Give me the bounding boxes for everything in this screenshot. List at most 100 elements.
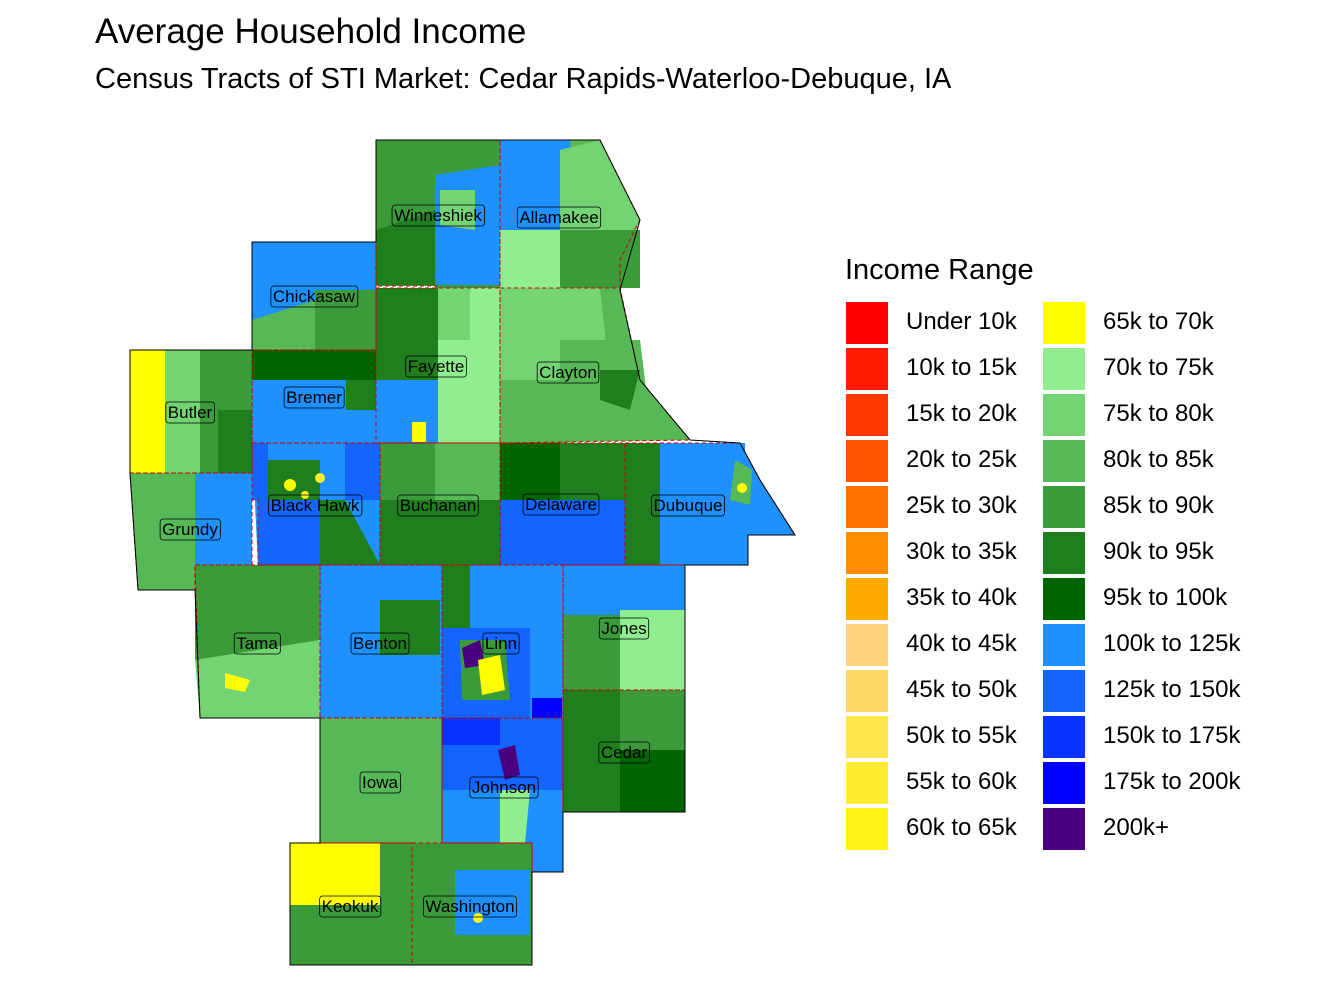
legend-swatch <box>846 394 888 436</box>
map-title: Average Household Income <box>95 12 527 51</box>
legend-label: 90k to 95k <box>1103 538 1214 565</box>
county-label-chickasaw: Chickasaw <box>270 285 359 308</box>
county-label-text: Allamakee <box>519 208 598 227</box>
county-label-box <box>165 401 215 424</box>
county-border-bremer <box>251 349 377 444</box>
legend-label: 70k to 75k <box>1103 354 1214 381</box>
county-label-text: Fayette <box>408 357 465 376</box>
legend-label: 45k to 50k <box>906 676 1017 703</box>
county-label-grundy: Grundy <box>159 518 221 541</box>
legend-item: 55k to 60k <box>845 760 1085 806</box>
county-label-clayton: Clayton <box>536 361 600 384</box>
legend-swatch <box>846 716 888 758</box>
legend-item: Under 10k <box>845 300 1085 346</box>
county-label-box <box>268 494 363 517</box>
market-outline <box>129 139 796 966</box>
county-label-text: Jones <box>601 619 646 638</box>
legend-label: 200k+ <box>1103 814 1170 841</box>
legend-swatch <box>1043 302 1085 344</box>
legend-label: 35k to 40k <box>906 584 1017 611</box>
legend-swatch <box>846 624 888 666</box>
legend-label: 80k to 85k <box>1103 446 1214 473</box>
legend-label: 175k to 200k <box>1103 768 1241 795</box>
county-label-jones: Jones <box>598 617 650 640</box>
legend-swatch <box>846 486 888 528</box>
legend-swatch <box>1043 762 1085 804</box>
county-label-linn: Linn <box>482 632 520 655</box>
county-label-text: Bremer <box>286 388 342 407</box>
county-label-benton: Benton <box>350 632 410 655</box>
legend-item: 65k to 70k <box>1042 300 1282 346</box>
county-label-text: Chickasaw <box>273 287 356 306</box>
legend-swatch <box>846 348 888 390</box>
county-label-delaware: Delaware <box>522 493 600 516</box>
county-label-box <box>159 518 221 541</box>
legend-item: 100k to 125k <box>1042 622 1282 668</box>
legend-label: 150k to 175k <box>1103 722 1241 749</box>
map-subtitle: Census Tracts of STI Market: Cedar Rapid… <box>95 63 952 95</box>
county-border-johnson <box>441 717 564 873</box>
legend-item: 50k to 55k <box>845 714 1085 760</box>
county-label-text: Johnson <box>472 778 536 797</box>
county-label-box <box>397 494 479 517</box>
legend-item: 10k to 15k <box>845 346 1085 392</box>
legend-swatch <box>1043 348 1085 390</box>
county-label-box <box>598 741 650 764</box>
county-label-cedar: Cedar <box>598 741 650 764</box>
county-label-fayette: Fayette <box>405 355 467 378</box>
legend-item: 175k to 200k <box>1042 760 1282 806</box>
county-label-text: Clayton <box>539 363 597 382</box>
county-label-text: Cedar <box>601 743 648 762</box>
legend-swatch <box>846 808 888 850</box>
legend-label: 100k to 125k <box>1103 630 1241 657</box>
legend-label: 40k to 45k <box>906 630 1017 657</box>
county-label-text: Dubuque <box>653 496 722 515</box>
legend-swatch <box>1043 670 1085 712</box>
legend-item: 25k to 30k <box>845 484 1085 530</box>
county-label-box <box>536 361 600 384</box>
legend-label: 30k to 35k <box>906 538 1017 565</box>
legend-label: 55k to 60k <box>906 768 1017 795</box>
legend-swatch <box>1043 532 1085 574</box>
county-label-allamakee: Allamakee <box>516 206 602 229</box>
legend-swatch <box>1043 624 1085 666</box>
legend-label: Under 10k <box>906 308 1017 335</box>
county-label-washington: Washington <box>423 895 517 918</box>
county-label-buchanan: Buchanan <box>397 494 479 517</box>
county-label-box <box>270 285 359 308</box>
legend-label: 125k to 150k <box>1103 676 1241 703</box>
county-label-text: Benton <box>353 634 407 653</box>
legend-swatch <box>846 532 888 574</box>
legend-swatch <box>846 762 888 804</box>
legend-swatch <box>1043 394 1085 436</box>
county-label-text: Washington <box>425 897 514 916</box>
county-label-text: Grundy <box>162 520 218 539</box>
legend-label: 85k to 90k <box>1103 492 1214 519</box>
legend-title: Income Range <box>845 254 1034 286</box>
legend-swatch <box>1043 716 1085 758</box>
legend-item: 200k+ <box>1042 806 1282 852</box>
legend-item: 85k to 90k <box>1042 484 1282 530</box>
legend-item: 75k to 80k <box>1042 392 1282 438</box>
county-labels: Winneshiek Allamakee Chickasaw Fayette Clayt… <box>159 204 725 918</box>
county-label-johnson: Johnson <box>469 776 539 799</box>
county-label-box <box>516 206 602 229</box>
legend-item: 80k to 85k <box>1042 438 1282 484</box>
legend-item: 150k to 175k <box>1042 714 1282 760</box>
county-label-box <box>350 632 410 655</box>
tract-layer <box>130 140 752 965</box>
county-label-black-hawk: Black Hawk <box>268 494 363 517</box>
legend-item: 20k to 25k <box>845 438 1085 484</box>
legend-label: 60k to 65k <box>906 814 1017 841</box>
county-label-box <box>522 493 600 516</box>
county-label-box <box>391 204 485 227</box>
county-label-box <box>423 895 517 918</box>
county-label-butler: Butler <box>165 401 215 424</box>
legend-item: 90k to 95k <box>1042 530 1282 576</box>
county-label-text: Winneshiek <box>394 206 482 225</box>
legend-item: 45k to 50k <box>845 668 1085 714</box>
legend-swatch <box>1043 440 1085 482</box>
legend-swatch <box>1043 808 1085 850</box>
county-label-text: Black Hawk <box>271 496 360 515</box>
